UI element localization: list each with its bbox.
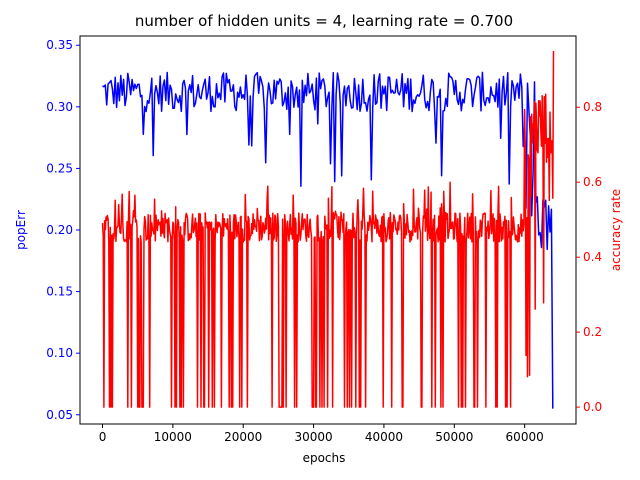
y-left-tick-label: 0.15 [46,285,73,299]
x-tick-label: 30000 [294,430,332,444]
y-right-tick-label: 0.2 [583,325,602,339]
y-right-tick-label: 0.4 [583,250,602,264]
x-tick-label: 10000 [154,430,192,444]
y-axis-left-label: popErr [14,210,28,250]
series-accuracy-line [101,50,555,408]
y-right-tick-label: 0.0 [583,400,602,414]
x-tick-label: 60000 [506,430,544,444]
y-left-tick-label: 0.10 [46,346,73,360]
y-left-tick-label: 0.05 [46,408,73,422]
x-tick-label: 50000 [435,430,473,444]
x-tick-label: 0 [99,430,107,444]
chart-title: number of hidden units = 4, learning rat… [135,12,513,30]
x-axis-label: epochs [303,451,346,465]
y-right-tick-label: 0.6 [583,175,602,189]
x-tick-label: 40000 [365,430,403,444]
x-tick-label: 20000 [224,430,262,444]
y-left-tick-label: 0.20 [46,223,73,237]
y-axis-right: 0.0 0.2 0.4 0.6 0.8 [576,100,602,414]
y-axis-right-label: accuracy rate [609,189,623,271]
x-axis: 0 10000 20000 30000 40000 50000 60000 [99,424,544,444]
y-left-tick-label: 0.30 [46,100,73,114]
y-left-tick-label: 0.35 [46,38,73,52]
plot-lines [101,50,555,409]
y-left-tick-label: 0.25 [46,161,73,175]
series-popErr-line [102,71,554,409]
y-right-tick-label: 0.8 [583,100,602,114]
y-axis-left: 0.05 0.10 0.15 0.20 0.25 0.30 0.35 [46,38,80,422]
